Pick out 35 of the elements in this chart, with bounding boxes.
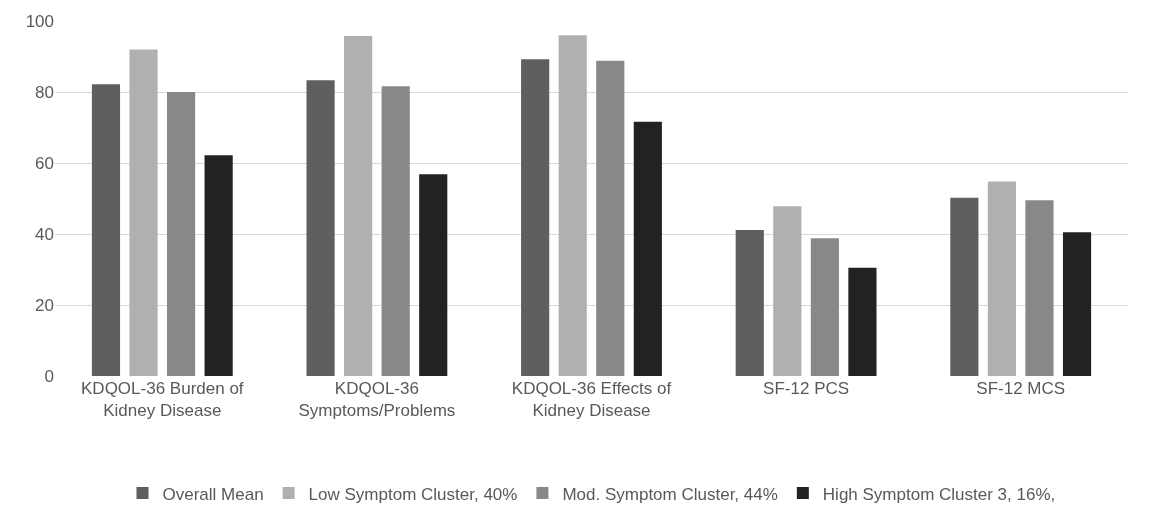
x-tick-label: SF-12 MCS	[976, 379, 1066, 398]
x-tick-label: KDQOL-36 Burden of Kidney Disease	[81, 379, 244, 421]
bar	[521, 59, 550, 376]
legend-label: Overall Mean	[162, 484, 264, 504]
bar	[773, 206, 802, 376]
x-tick-label: KDQOL-36 Effects of Kidney Disease	[511, 379, 672, 421]
legend-label: Low Symptom Cluster, 40%	[308, 484, 518, 504]
bar	[633, 121, 662, 376]
y-tick-label: 60	[35, 153, 54, 173]
y-tick-label: 20	[35, 295, 54, 315]
x-tick-label: SF-12 PCS	[763, 379, 850, 398]
bar	[1025, 200, 1054, 376]
bar	[987, 181, 1017, 376]
bar	[596, 60, 625, 376]
bar	[810, 238, 839, 376]
bar	[306, 80, 335, 376]
legend-label: High Symptom Cluster 3, 16%,	[822, 484, 1056, 504]
bar	[91, 84, 121, 376]
x-tick-label: KDQOL-36 Symptoms/Problems	[298, 379, 456, 421]
bar	[344, 35, 373, 376]
bar	[204, 155, 233, 376]
bar	[558, 35, 587, 376]
y-tick-label: 80	[35, 82, 54, 102]
bar	[735, 230, 764, 376]
legend-label: Mod. Symptom Cluster, 44%	[562, 484, 778, 504]
bar	[950, 197, 979, 376]
y-tick-label: 40	[35, 224, 54, 244]
bar	[419, 174, 448, 376]
bar	[1062, 232, 1092, 376]
bar	[166, 92, 196, 376]
y-tick-label: 0	[44, 366, 54, 386]
bar	[848, 267, 877, 376]
bar	[129, 49, 158, 376]
y-tick-label: 100	[25, 11, 54, 31]
bar	[381, 86, 410, 376]
